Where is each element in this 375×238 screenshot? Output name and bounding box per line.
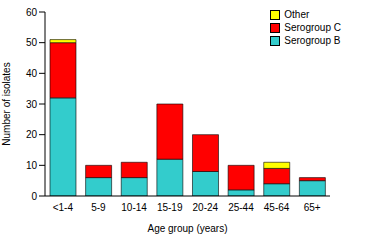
- svg-text:25-44: 25-44: [228, 202, 254, 213]
- svg-text:30: 30: [26, 99, 38, 110]
- svg-text:20: 20: [26, 129, 38, 140]
- svg-text:45-64: 45-64: [264, 202, 290, 213]
- svg-text:10-14: 10-14: [121, 202, 147, 213]
- svg-text:Number of isolates: Number of isolates: [8, 62, 12, 145]
- svg-text:40: 40: [26, 68, 38, 79]
- svg-text:20-24: 20-24: [193, 202, 219, 213]
- svg-text:<1-4: <1-4: [53, 202, 74, 213]
- svg-text:50: 50: [26, 37, 38, 48]
- svg-text:65+: 65+: [304, 202, 321, 213]
- html-text:Serogroup C: Serogroup C: [284, 22, 341, 33]
- svg-text:5-9: 5-9: [91, 202, 106, 213]
- html-text:Other: Other: [284, 9, 310, 20]
- svg-text:0: 0: [31, 191, 37, 202]
- svg-text:Age group (years): Age group (years): [147, 223, 227, 234]
- html-text:Serogroup B: Serogroup B: [284, 35, 341, 46]
- svg-text:15-19: 15-19: [157, 202, 183, 213]
- svg-text:10: 10: [26, 160, 38, 171]
- svg-text:60: 60: [26, 7, 38, 18]
